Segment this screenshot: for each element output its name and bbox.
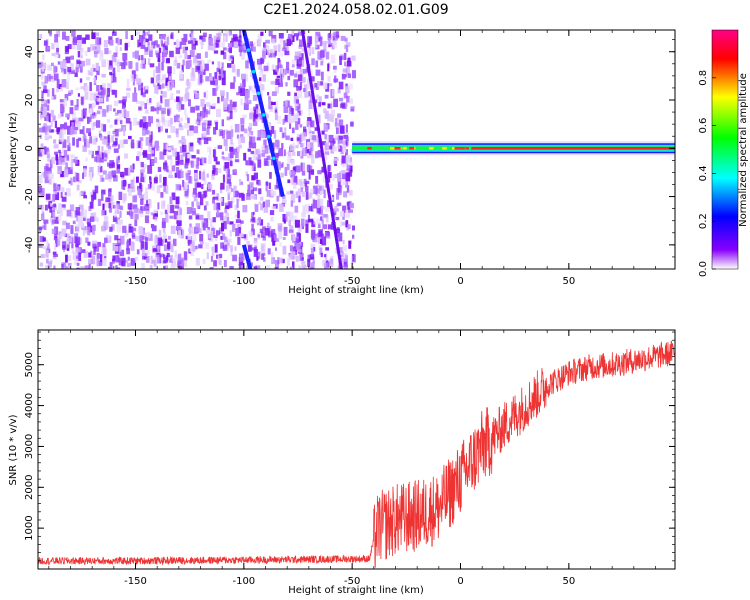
spectrogram-x-label: Height of straight line (km) [288,285,424,296]
colorbar: 0.0 0.2 0.4 0.6 0.8 Normalized spectral ampl… [698,29,749,277]
snr-x-tick-label: -150 [124,576,147,587]
snr-y-label: SNR (10 * v/v) [8,414,19,485]
spectrogram-x-tick-label: -100 [232,276,255,287]
diagonal-line-highlights [246,48,276,161]
snr-y-ticks: 1000 2000 3000 4000 5000 [24,331,675,562]
spectrogram-y-tick-label: -20 [24,188,35,204]
spectrogram-panel: -150 -100 -50 0 50 -40 -20 0 20 40 Height of str… [8,29,676,296]
spectrogram-y-label: Frequency (Hz) [8,112,19,188]
colorbar-tick-label: 0.8 [698,70,709,86]
snr-x-tick-label: 0 [457,576,463,587]
spectrogram-x-tick-label: 50 [562,276,575,287]
spectrogram-y-tick-label: 20 [24,94,35,107]
snr-frame [37,329,676,570]
spectrogram-x-ticks: -150 -100 -50 0 50 [48,30,656,287]
colorbar-ticks: 0.0 0.2 0.4 0.6 0.8 [698,70,716,277]
snr-y-tick-label: 1000 [24,515,35,540]
snr-marks [38,340,675,568]
spectrogram-frame [37,29,676,270]
snr-x-tick-label: 50 [562,576,575,587]
spectrogram-y-tick-label: 40 [24,45,35,58]
colorbar-gradient [712,30,738,269]
snr-x-tick-label: -100 [232,576,255,587]
spectrogram-x-tick-label: -150 [124,276,147,287]
colorbar-tick-label: 0.6 [698,118,709,134]
snr-x-label: Height of straight line (km) [288,585,424,596]
snr-series-line [38,340,675,568]
snr-y-tick-label: 2000 [24,475,35,500]
snr-x-ticks: -150 -100 -50 0 50 [48,330,656,587]
spectrogram-x-tick-label: -50 [344,276,360,287]
diagonal-line-2 [241,244,253,269]
diagonal-line-3 [300,30,343,269]
noise-speckle [38,30,356,269]
spectrogram-y-ticks: -40 -20 0 20 40 [24,39,675,270]
snr-y-tick-label: 4000 [24,393,35,418]
figure-title: C2E1.2024.058.02.01.G09 [263,2,448,18]
spectrogram-y-tick-label: -40 [24,237,35,253]
carrier-band [352,141,675,156]
colorbar-label: Normalized spectral amplitude [738,73,749,227]
spectrogram-y-tick-label: 0 [24,145,35,151]
spectrogram-x-tick-label: 0 [457,276,463,287]
colorbar-frame [711,29,739,270]
colorbar-tick-label: 0.4 [698,165,709,181]
colorbar-tick-label: 0.2 [698,213,709,229]
colorbar-tick-label: 0.0 [698,261,709,277]
snr-panel: -150 -100 -50 0 50 1000 2000 3000 4000 5000 Heig… [8,329,676,596]
spectrogram-marks [38,30,675,269]
snr-x-tick-label: -50 [344,576,360,587]
snr-y-tick-label: 3000 [24,434,35,459]
snr-y-tick-label: 5000 [24,352,35,377]
